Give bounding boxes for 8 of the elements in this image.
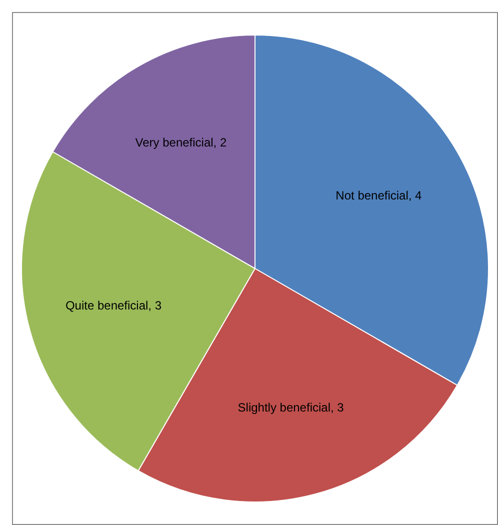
data-label: , 2 [213,135,227,150]
slice-label: Very beneficial [135,135,214,150]
slice-label: Slightly beneficial [238,400,330,415]
data-label: , 3 [330,400,344,415]
slice-label: Not beneficial [336,188,408,202]
data-label: , 4 [408,188,422,202]
slice-label: Quite beneficial [65,298,148,312]
data-label: , 3 [148,298,162,312]
